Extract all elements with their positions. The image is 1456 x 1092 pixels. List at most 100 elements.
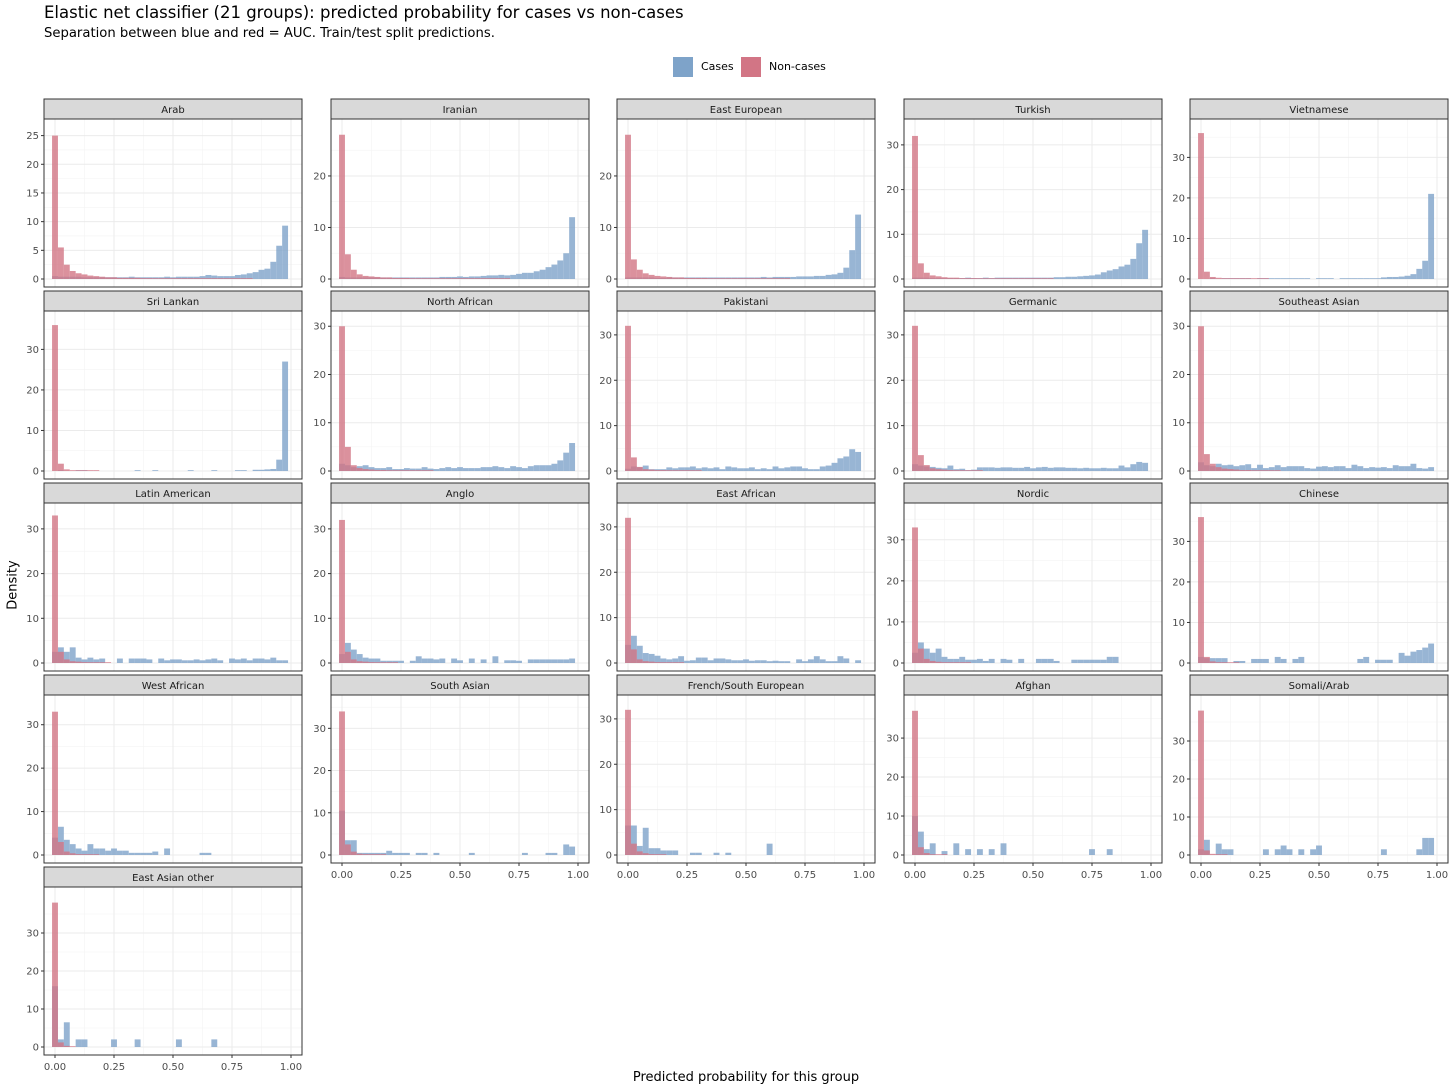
cases-bar	[187, 660, 194, 663]
noncases-bar	[392, 662, 399, 663]
noncases-bar	[52, 135, 58, 279]
cases-bar	[193, 659, 200, 663]
y-tick-label: 20	[313, 171, 326, 182]
noncases-bar	[457, 278, 463, 279]
cases-bar	[445, 276, 452, 279]
panel-germanic: Germanic 0 10 20 30	[886, 290, 1163, 480]
panel-french-south-european: French/South European 0 10 20 30 0.00 0.25 0.50…	[599, 674, 876, 881]
cases-bar	[929, 843, 936, 855]
noncases-bar	[636, 269, 643, 279]
cases-bar	[819, 466, 826, 471]
cases-bar	[140, 658, 147, 663]
cases-bar	[1274, 656, 1281, 663]
cases-bar	[1112, 656, 1119, 663]
noncases-bar	[433, 278, 440, 279]
noncases-bar	[93, 276, 100, 279]
cases-bar	[1227, 849, 1234, 855]
noncases-bar	[642, 853, 649, 855]
y-tick-label: 20	[1172, 577, 1185, 588]
panel-southeast-asian: Southeast Asian 0 10 20 30	[1172, 290, 1449, 480]
cases-bar	[1316, 466, 1322, 471]
cases-bar	[498, 274, 505, 279]
y-tick-label: 30	[313, 724, 326, 735]
noncases-bar	[923, 465, 930, 471]
cases-bar	[1221, 658, 1228, 663]
cases-bar	[666, 467, 673, 471]
cases-bar	[684, 467, 690, 471]
cases-bar	[504, 660, 511, 663]
cases-bar	[819, 659, 826, 663]
noncases-bar	[678, 277, 685, 279]
panel-south-asian: South Asian 0 10 20 30 0.00 0.25 0.50 0.75 1.00	[313, 674, 590, 881]
noncases-series-pakistani	[625, 325, 702, 471]
x-tick-label: 0.75	[794, 870, 816, 881]
cases-bar	[982, 467, 989, 471]
cases-bar	[122, 850, 129, 855]
cases-bar	[392, 660, 399, 663]
cases-bar	[689, 466, 696, 471]
cases-bar	[1251, 658, 1258, 663]
x-tick-label: 1.00	[1140, 870, 1162, 881]
y-tick-label: 0	[1179, 851, 1185, 862]
cases-bar	[1221, 465, 1228, 471]
cases-bar	[386, 850, 393, 855]
cases-bar	[480, 467, 487, 471]
x-tick-label: 0.00	[904, 870, 926, 881]
cases-bar	[1209, 658, 1216, 663]
noncases-bar	[223, 278, 230, 279]
noncases-bar	[380, 470, 387, 471]
cases-bar	[1100, 659, 1107, 663]
y-tick-label: 20	[599, 171, 612, 182]
noncases-bar	[362, 275, 369, 279]
noncases-bar	[971, 278, 977, 279]
noncases-bar	[350, 465, 357, 471]
noncases-series-arab	[52, 135, 253, 279]
noncases-bar	[1198, 517, 1204, 663]
cases-bar	[551, 659, 558, 663]
noncases-bar	[1239, 278, 1246, 279]
noncases-bar	[105, 277, 112, 279]
cases-bar	[1006, 659, 1013, 663]
noncases-bar	[350, 851, 357, 855]
cases-bar	[802, 276, 808, 279]
cases-bar	[1304, 468, 1311, 471]
cases-bar	[211, 275, 218, 279]
cases-bar	[636, 845, 643, 855]
noncases-bar	[211, 278, 218, 279]
cases-bar	[1041, 658, 1048, 663]
cases-bar	[368, 852, 375, 855]
cases-bar	[1280, 278, 1287, 279]
cases-bar	[1268, 467, 1275, 471]
cases-bar	[533, 465, 540, 471]
cases-bar	[533, 271, 540, 279]
cases-bar	[748, 467, 755, 471]
cases-bar	[1292, 658, 1299, 663]
noncases-bar	[344, 844, 351, 855]
noncases-bar	[695, 470, 702, 471]
noncases-bar	[187, 278, 194, 279]
noncases-bar	[935, 661, 942, 663]
y-tick-label: 10	[886, 812, 899, 823]
cases-bar	[527, 659, 534, 663]
cases-bar	[551, 852, 558, 855]
cases-bar	[111, 848, 117, 855]
strip-label-east-asian-other: East Asian other	[132, 873, 215, 884]
panel-pakistani: Pakistani 0 10 20 30	[599, 290, 876, 480]
noncases-bar	[625, 709, 631, 855]
cases-bar	[1298, 656, 1305, 663]
cases-bar	[1316, 278, 1322, 279]
x-tick-label: 0.75	[221, 1062, 243, 1073]
noncases-series-anglo	[339, 519, 399, 663]
cases-bar	[766, 661, 773, 663]
cases-bar	[754, 469, 761, 471]
noncases-bar	[164, 278, 171, 279]
noncases-series-turkish	[912, 135, 1054, 279]
noncases-bar	[87, 662, 94, 663]
cases-bar	[760, 660, 767, 663]
cases-bar	[1404, 275, 1411, 279]
cases-bar	[959, 468, 966, 471]
cases-bar	[510, 466, 517, 471]
noncases-bar	[63, 851, 70, 855]
y-tick-label: 30	[886, 330, 899, 341]
cases-bar	[807, 276, 814, 279]
